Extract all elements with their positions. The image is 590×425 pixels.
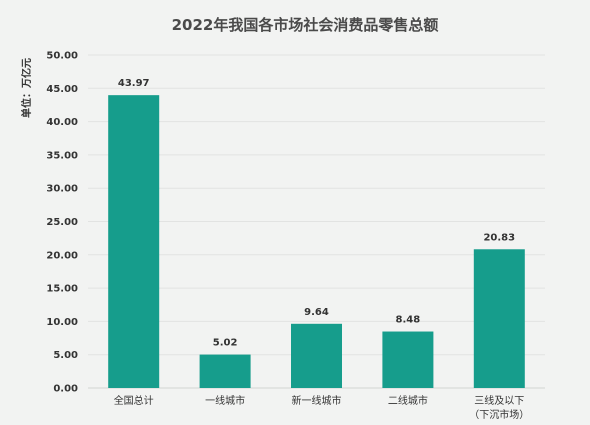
x-tick-label: 新一线城市 bbox=[292, 394, 342, 407]
y-tick-label: 40.00 bbox=[46, 117, 78, 128]
y-tick-label: 30.00 bbox=[46, 184, 78, 195]
y-axis-ticks: 0.00 5.00 10.00 15.00 20.00 25.00 30.00 35.00 40… bbox=[46, 51, 78, 395]
y-tick-label: 50.00 bbox=[46, 51, 78, 62]
y-tick-label: 5.00 bbox=[53, 350, 78, 361]
bar bbox=[199, 354, 251, 388]
x-tick-label: 二线城市 bbox=[388, 394, 428, 407]
y-tick-label: 20.00 bbox=[46, 250, 78, 261]
y-axis-label: 单位：万亿元 bbox=[20, 58, 33, 118]
bar bbox=[382, 331, 434, 388]
y-tick-label: 25.00 bbox=[46, 217, 78, 228]
bar bbox=[108, 95, 160, 389]
data-label: 9.64 bbox=[304, 307, 329, 318]
data-label: 8.48 bbox=[396, 315, 421, 326]
x-tick-label: 三线及以下（下沉市场） bbox=[469, 394, 529, 421]
chart-title: 2022年我国各市场社会消费品零售总额 bbox=[172, 16, 439, 34]
y-tick-label: 35.00 bbox=[46, 150, 78, 161]
x-tick-label: 全国总计 bbox=[114, 394, 154, 407]
x-tick-label: 一线城市 bbox=[205, 394, 245, 407]
bar bbox=[473, 249, 525, 388]
y-tick-label: 15.00 bbox=[46, 284, 78, 295]
x-axis-categories: 全国总计 一线城市 新一线城市 二线城市 三线及以下（下沉市场） bbox=[114, 394, 530, 421]
data-label: 20.83 bbox=[483, 232, 515, 243]
bar bbox=[291, 323, 342, 388]
data-labels: 43.97 5.02 9.64 8.48 20.83 bbox=[118, 78, 515, 348]
data-label: 5.02 bbox=[213, 338, 238, 349]
data-label: 43.97 bbox=[118, 78, 150, 89]
bars bbox=[108, 95, 525, 389]
y-tick-label: 0.00 bbox=[53, 384, 78, 395]
y-tick-label: 10.00 bbox=[46, 317, 78, 328]
y-tick-label: 45.00 bbox=[46, 84, 78, 95]
gridlines bbox=[88, 54, 545, 389]
